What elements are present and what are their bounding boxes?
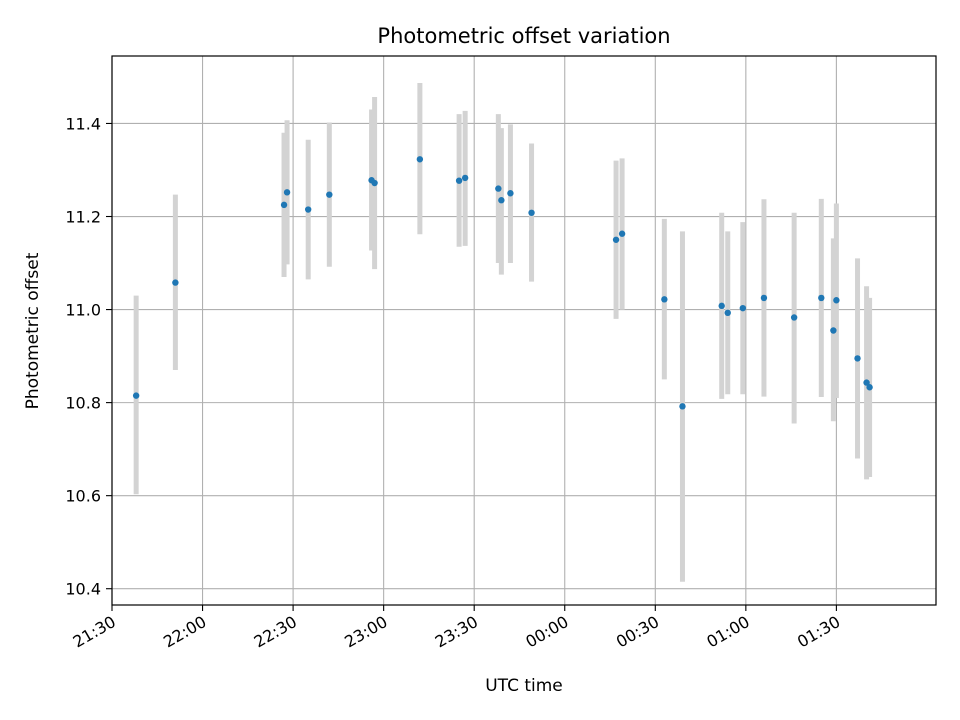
data-point <box>416 156 424 163</box>
data-point <box>863 379 870 386</box>
data-point <box>326 191 333 198</box>
data-points <box>132 156 873 410</box>
y-tick-label: 11.2 <box>65 208 101 227</box>
data-point <box>818 294 825 302</box>
data-point <box>718 302 725 310</box>
data-point <box>724 309 731 317</box>
y-tick-label: 10.4 <box>65 580 101 599</box>
data-point <box>507 190 514 197</box>
y-tick-label: 11.0 <box>65 301 101 320</box>
data-point <box>618 230 626 237</box>
data-point <box>830 327 837 334</box>
data-point <box>790 314 798 321</box>
data-point <box>461 174 469 182</box>
data-point <box>528 209 535 216</box>
chart-title: Photometric offset variation <box>377 24 670 48</box>
data-point <box>854 355 861 362</box>
x-axis-title: UTC time <box>485 676 563 696</box>
data-point <box>304 206 312 213</box>
data-point <box>280 201 288 209</box>
data-point <box>455 177 463 184</box>
data-point <box>498 197 505 204</box>
data-point <box>760 294 768 302</box>
y-tick-label: 10.8 <box>65 394 101 413</box>
data-point <box>283 189 291 196</box>
data-point <box>612 236 620 243</box>
data-point <box>495 185 502 192</box>
grid <box>111 56 936 605</box>
data-point <box>132 392 140 399</box>
y-tick-label: 10.6 <box>65 487 101 506</box>
data-point <box>371 179 378 187</box>
data-point <box>172 279 179 286</box>
data-point <box>833 297 840 304</box>
plot-frame <box>111 55 937 606</box>
y-axis-title: Photometric offset <box>23 252 43 409</box>
data-point <box>866 384 873 391</box>
data-point <box>739 304 747 312</box>
data-point <box>679 403 686 410</box>
y-axis: 10.4 10.6 10.8 11.0 11.2 11.4 <box>65 114 112 599</box>
data-point <box>661 296 668 303</box>
y-tick-label: 11.4 <box>65 114 101 133</box>
